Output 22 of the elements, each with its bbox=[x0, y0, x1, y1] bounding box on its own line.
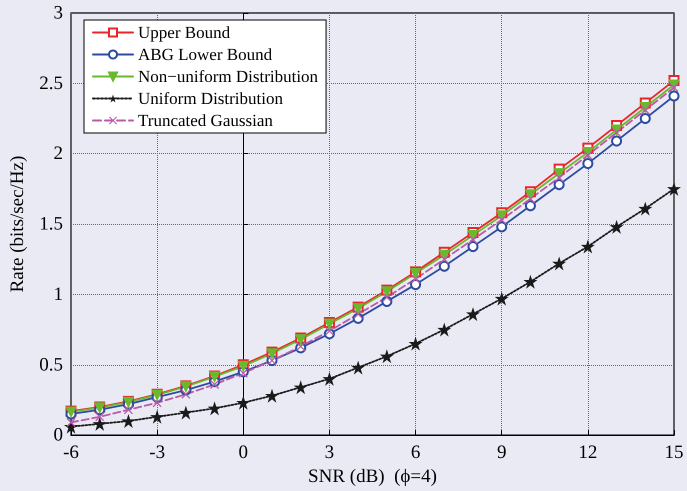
x-tick-label: -3 bbox=[149, 442, 166, 464]
legend-label: Non−uniform Distribution bbox=[138, 67, 319, 86]
x-tick-label: -6 bbox=[63, 442, 79, 464]
x-axis-title: SNR (dB) (ϕ=4) bbox=[308, 466, 437, 487]
x-tick-label: 15 bbox=[664, 442, 684, 464]
y-tick-label: 1 bbox=[54, 284, 63, 305]
x-tick-label: 3 bbox=[324, 442, 334, 464]
legend-label: Uniform Distribution bbox=[138, 89, 284, 108]
x-tick-label: 6 bbox=[410, 442, 420, 464]
legend-label: Truncated Gaussian bbox=[138, 111, 274, 130]
x-tick-label: 0 bbox=[238, 442, 248, 464]
legend-label: ABG Lower Bound bbox=[138, 45, 273, 64]
x-tick-label: 12 bbox=[578, 442, 598, 464]
y-tick-label: 1.5 bbox=[39, 214, 63, 235]
y-axis-title: Rate (bits/sec/Hz) bbox=[7, 156, 28, 292]
y-tick-label: 3 bbox=[54, 2, 63, 24]
y-tick-label: 0.5 bbox=[39, 354, 63, 376]
y-tick-label: 2.5 bbox=[39, 72, 63, 94]
legend-label: Upper Bound bbox=[138, 23, 231, 42]
y-tick-label: 2 bbox=[54, 143, 63, 164]
x-tick-label: 9 bbox=[496, 442, 506, 464]
y-tick-label: 0 bbox=[54, 424, 63, 446]
